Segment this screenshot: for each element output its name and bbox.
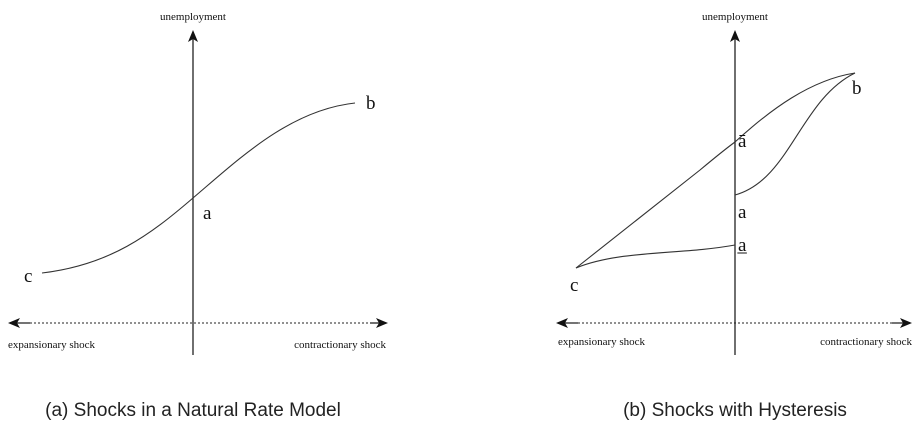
panel-b: unemployment expansionary shock contract… [556,11,912,421]
x-axis-right-label: contractionary shock [820,336,912,348]
point-label: c [24,266,32,287]
caption: (b) Shocks with Hysteresis [623,400,847,421]
point-label: b [852,78,862,99]
upper-curve [575,72,856,269]
point-label: a [203,203,212,224]
point-label: b [366,93,376,114]
point-label: ā [738,131,747,152]
caption: (a) Shocks in a Natural Rate Model [45,400,341,421]
curve [41,102,356,274]
lower-curve [575,244,736,269]
y-axis-label: unemployment [160,11,226,23]
x-axis-right-label: contractionary shock [294,339,386,351]
point-label: c [570,275,578,296]
x-axis-left-label: expansionary shock [8,339,96,351]
point-label: a̲ [737,235,747,256]
x-axis-left-label: expansionary shock [558,336,646,348]
y-axis-label: unemployment [702,11,768,23]
panel-a: unemployment expansionary shock contract… [8,11,388,421]
point-label: a [738,202,747,223]
return-curve [734,72,856,196]
